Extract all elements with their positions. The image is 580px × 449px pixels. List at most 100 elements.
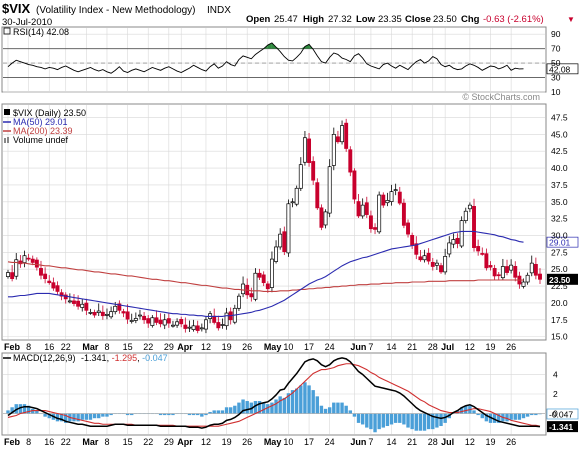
candle-body	[6, 272, 10, 277]
x-axis-label-bottom: 21	[407, 437, 417, 447]
macd-histogram-bar	[521, 413, 526, 419]
watermark: © StockCharts.com	[462, 92, 540, 102]
chg-value: -0.63 (-2.61%)	[483, 14, 544, 25]
candle-body	[335, 136, 340, 143]
macd-histogram-bar	[402, 413, 406, 425]
x-axis-label-bottom: 19	[486, 437, 496, 447]
candle-body	[463, 210, 468, 222]
candle-body	[348, 149, 353, 173]
macd-histogram-bar	[497, 413, 501, 423]
macd-histogram-bar	[22, 404, 27, 414]
candle-body	[451, 239, 456, 245]
macd-histogram-bar	[360, 413, 365, 425]
candle-body	[129, 320, 134, 322]
macd-histogram-bar	[196, 413, 200, 416]
macd-histogram-bar	[406, 413, 410, 428]
price-tick-label: 47.5	[551, 112, 568, 122]
candle-body	[14, 259, 19, 277]
ticker-name: (Volatility Index - New Methodology)	[36, 5, 196, 16]
x-axis-label: 26	[506, 342, 516, 352]
candle-body	[257, 272, 262, 278]
x-axis-label: 28	[428, 342, 438, 352]
candle-body	[447, 242, 452, 255]
candle-body	[34, 259, 39, 268]
macd-histogram-bar	[398, 413, 402, 423]
open-label: Open	[246, 14, 270, 25]
x-axis-label-bottom: 15	[123, 437, 133, 447]
candle-body	[88, 312, 93, 314]
macd-histogram-bar	[208, 411, 212, 414]
x-axis-label: May	[264, 342, 282, 352]
macd-histogram-bar	[212, 410, 216, 414]
candle-body	[373, 227, 377, 230]
macd-histogram-bar	[220, 410, 225, 414]
macd-histogram-bar	[130, 413, 134, 416]
candle-body	[294, 187, 299, 205]
rsi-line	[7, 42, 524, 74]
close-label: Close	[405, 14, 431, 25]
x-axis-label-bottom: 8	[26, 437, 31, 447]
candle-body	[505, 266, 509, 273]
price-legend-volume: Volume undef	[13, 135, 69, 145]
candle-body	[406, 222, 410, 235]
rsi-tick-label: 50	[551, 58, 561, 68]
candle-body	[319, 207, 324, 228]
candle-body	[414, 243, 419, 255]
candle-body	[352, 170, 357, 200]
macd-histogram-bar	[47, 413, 51, 419]
candle-body	[426, 252, 431, 262]
macd-histogram-bar	[464, 405, 468, 414]
macd-histogram-bar	[18, 404, 23, 414]
x-axis-label-bottom: Mar	[82, 437, 99, 447]
macd-legend-signal: -1.295	[112, 353, 138, 363]
macd-histogram-bar	[158, 413, 163, 416]
x-axis-label: 14	[387, 342, 397, 352]
rsi-series: 42.08	[3, 42, 579, 78]
x-axis-label: 15	[123, 342, 133, 352]
volume-legend-swatch	[4, 138, 6, 143]
candle-body	[377, 194, 382, 233]
macd-histogram-bar	[365, 413, 369, 428]
candle-body	[43, 273, 48, 279]
candle-body	[204, 319, 208, 330]
macd-histogram-bar	[299, 385, 303, 414]
macd-histogram-bar	[270, 402, 274, 414]
candle-body	[525, 274, 530, 283]
macd-histogram-bar	[323, 408, 328, 414]
macd-histogram-bar	[101, 413, 105, 417]
macd-histogram-bar	[64, 413, 68, 423]
candle-body	[538, 273, 542, 280]
close-value: 23.50	[433, 14, 457, 25]
macd-legend-macd: -1.341	[81, 353, 107, 363]
macd-histogram-bar	[480, 413, 484, 419]
macd-histogram-bar	[294, 388, 299, 414]
candle-body	[389, 191, 394, 202]
price-tick-label: 35.0	[551, 197, 568, 207]
candle-body	[500, 266, 505, 279]
x-axis-label-bottom: 24	[325, 437, 335, 447]
candle-body	[183, 324, 188, 329]
macd-hist-last-box	[546, 408, 579, 420]
svg-text:Open 25.47 High 27: Open 25.47 High 27.32 Low 23.35 Close 23…	[246, 14, 544, 25]
x-axis-label: 12	[201, 342, 211, 352]
macd-histogram-bar	[344, 405, 348, 414]
macd-histogram-bar	[191, 413, 196, 416]
candle-body	[191, 325, 196, 330]
price-tick-label: 27.5	[551, 247, 568, 257]
macd-histogram-bar	[311, 390, 315, 414]
quote-date: 30-Jul-2010	[2, 17, 52, 28]
macd-histogram-bar	[228, 407, 233, 414]
macd-histogram-bar	[530, 413, 534, 416]
candle-body	[59, 292, 64, 297]
x-axis-label-bottom: Feb	[4, 437, 21, 447]
macd-histogram-bar	[373, 413, 377, 433]
low-value: 23.35	[378, 14, 402, 25]
price-legend-vix: $VIX (Daily) 23.50	[13, 108, 86, 118]
macd-tick-label: 2	[553, 389, 558, 399]
macd-histogram-bar	[443, 413, 447, 423]
candle-body	[171, 324, 175, 327]
macd-histogram-bar	[84, 413, 89, 420]
rsi-tick-label: 90	[551, 29, 561, 39]
x-axis-label-bottom: 29	[164, 437, 174, 447]
price-legend-ma200: MA(200) 23.39	[13, 126, 73, 136]
